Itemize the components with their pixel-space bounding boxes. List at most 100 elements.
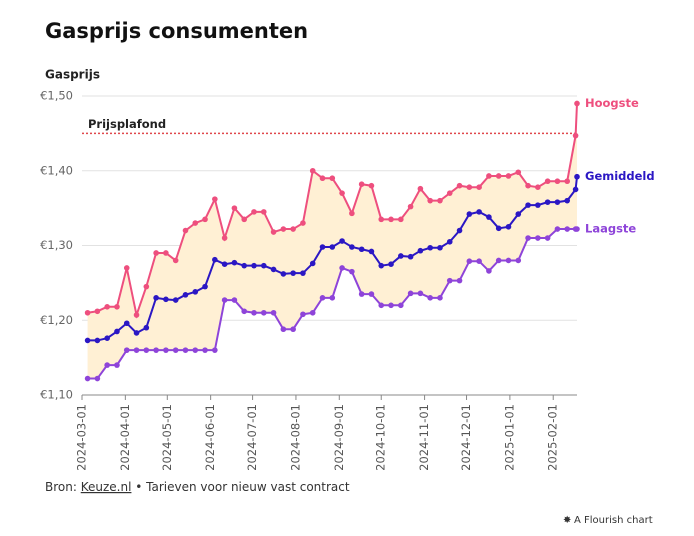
data-point: [456, 277, 463, 284]
data-point: [505, 224, 512, 230]
data-point: [535, 202, 541, 208]
data-point: [84, 375, 91, 382]
data-point: [437, 244, 443, 251]
x-tick-label: 2024-09-01: [332, 404, 346, 471]
x-tick-label: 2025-02-01: [546, 404, 560, 471]
data-point: [212, 256, 218, 263]
y-tick-label: €1,10: [40, 388, 73, 402]
data-point: [349, 210, 355, 217]
data-point: [572, 186, 579, 193]
x-tick-label: 2024-11-01: [417, 404, 431, 471]
data-point: [486, 268, 492, 274]
data-point: [153, 295, 159, 301]
data-point: [231, 205, 238, 211]
data-point: [554, 199, 561, 205]
data-point: [123, 265, 130, 271]
data-point: [270, 309, 277, 316]
data-point: [349, 268, 355, 275]
data-point: [476, 258, 482, 264]
x-tick-label: 2025-01-01: [502, 404, 516, 471]
x-tick-label: 2024-12-01: [459, 404, 473, 471]
data-point: [163, 296, 169, 303]
data-point: [104, 362, 110, 368]
data-point: [133, 330, 140, 336]
data-point: [339, 190, 345, 196]
data-point: [495, 225, 502, 232]
y-tick-label: €1,50: [40, 89, 73, 103]
data-point: [153, 347, 159, 353]
y-tick-label: €1,30: [40, 238, 73, 252]
x-tick-label: 2024-08-01: [288, 404, 302, 471]
series-label: Gemiddeld: [585, 169, 655, 183]
data-point: [388, 302, 394, 309]
credit: A Flourish chart: [574, 515, 653, 526]
data-point: [427, 295, 433, 301]
data-point: [486, 173, 492, 179]
data-point: [525, 235, 531, 241]
data-point: [398, 253, 404, 259]
data-point: [388, 261, 394, 267]
data-point: [358, 181, 365, 188]
data-point: [574, 100, 580, 107]
data-point: [202, 347, 208, 353]
source-suffix: • Tarieven voor nieuw vast contract: [135, 480, 350, 494]
data-point: [114, 362, 120, 368]
series-line: [87, 176, 578, 342]
data-point: [515, 257, 522, 264]
data-point: [202, 216, 208, 223]
data-point: [133, 312, 140, 318]
range-band: [87, 103, 577, 379]
data-point: [417, 185, 424, 192]
data-point: [300, 220, 306, 226]
data-point: [300, 270, 306, 276]
data-point: [172, 347, 179, 353]
data-point: [231, 297, 238, 303]
data-point: [319, 295, 326, 301]
data-point: [133, 347, 140, 353]
data-point: [476, 184, 482, 190]
data-point: [260, 209, 267, 215]
data-point: [572, 132, 579, 139]
data-point: [339, 265, 345, 271]
data-point: [564, 178, 571, 185]
data-point: [378, 262, 385, 269]
source-prefix: Bron:: [45, 480, 77, 494]
data-point: [466, 211, 473, 217]
data-point: [456, 182, 463, 189]
data-point: [290, 326, 296, 333]
data-point: [192, 220, 199, 226]
data-point: [231, 259, 238, 266]
source-link[interactable]: Keuze.nl: [81, 480, 132, 494]
data-point: [544, 199, 551, 205]
data-point: [114, 328, 120, 335]
data-point: [349, 244, 355, 250]
x-tick-label: 2024-05-01: [160, 404, 174, 471]
data-point: [104, 335, 110, 341]
data-point: [525, 182, 531, 189]
data-point: [94, 308, 101, 315]
data-point: [456, 227, 463, 234]
data-point: [437, 295, 443, 301]
data-point: [260, 262, 267, 269]
data-point: [241, 308, 248, 315]
data-point: [515, 211, 522, 217]
data-point: [221, 235, 228, 241]
x-tick-label: 2024-10-01: [374, 404, 388, 471]
data-point: [114, 303, 120, 310]
data-point: [182, 227, 189, 234]
data-point: [251, 209, 257, 215]
data-point: [329, 295, 336, 301]
series-label: Laagste: [585, 222, 636, 236]
data-point: [251, 262, 257, 269]
data-point: [417, 290, 424, 297]
data-point: [280, 271, 287, 277]
data-point: [495, 257, 502, 264]
flourish-logo: ✸: [563, 515, 571, 526]
data-point: [564, 226, 571, 232]
x-tick-label: 2024-07-01: [245, 404, 259, 471]
data-point: [544, 235, 551, 241]
data-point: [476, 209, 482, 215]
data-point: [505, 257, 512, 264]
